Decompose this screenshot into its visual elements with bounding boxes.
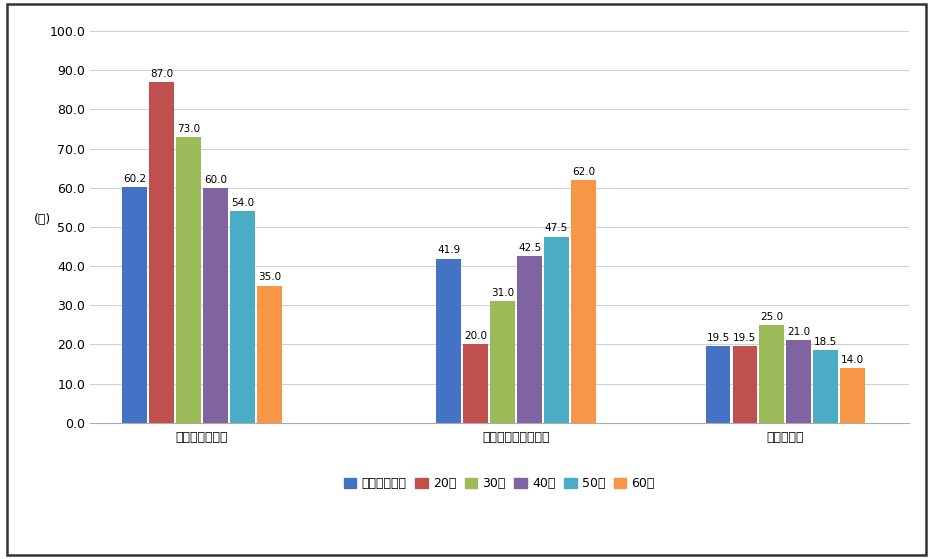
Text: 60.0: 60.0 <box>204 174 227 184</box>
Text: 73.0: 73.0 <box>177 124 201 134</box>
Legend: 全体加重平均, 20代, 30代, 40代, 50代, 60代: 全体加重平均, 20代, 30代, 40代, 50代, 60代 <box>339 472 660 495</box>
Text: 54.0: 54.0 <box>231 198 254 208</box>
Bar <box>122 187 147 423</box>
Bar <box>544 236 569 423</box>
Bar <box>464 344 488 423</box>
Bar <box>517 256 542 423</box>
Bar <box>230 211 255 423</box>
Bar <box>149 82 174 423</box>
Bar <box>176 137 201 423</box>
Text: 41.9: 41.9 <box>438 245 461 255</box>
Bar <box>203 188 228 423</box>
Y-axis label: (％): (％) <box>34 213 51 226</box>
Text: 87.0: 87.0 <box>150 69 174 79</box>
Bar <box>491 301 515 423</box>
Bar <box>814 350 838 423</box>
Text: 62.0: 62.0 <box>572 167 595 177</box>
Bar <box>571 180 596 423</box>
Text: 19.5: 19.5 <box>733 333 757 343</box>
Text: 21.0: 21.0 <box>787 328 811 337</box>
Bar <box>732 347 758 423</box>
Bar <box>437 259 461 423</box>
Text: 42.5: 42.5 <box>518 243 541 253</box>
Text: 31.0: 31.0 <box>491 288 514 298</box>
Text: 18.5: 18.5 <box>815 337 837 347</box>
Text: 20.0: 20.0 <box>465 331 487 341</box>
Text: 60.2: 60.2 <box>123 174 146 184</box>
Text: 14.0: 14.0 <box>841 355 864 364</box>
Bar <box>759 325 785 423</box>
Text: 25.0: 25.0 <box>760 311 784 321</box>
Bar <box>257 286 282 423</box>
Bar <box>705 347 731 423</box>
Text: 35.0: 35.0 <box>258 272 281 282</box>
Text: 19.5: 19.5 <box>706 333 730 343</box>
Bar <box>841 368 865 423</box>
Bar <box>787 340 811 423</box>
Text: 47.5: 47.5 <box>545 224 568 234</box>
